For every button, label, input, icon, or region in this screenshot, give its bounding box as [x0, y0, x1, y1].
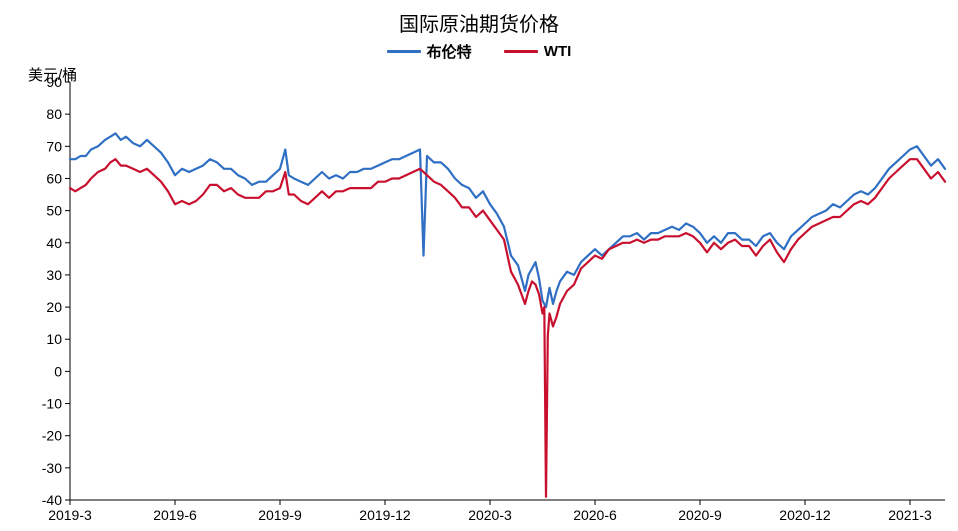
svg-text:2020-6: 2020-6	[573, 507, 617, 523]
legend-label-wti: WTI	[544, 43, 572, 60]
svg-text:2021-3: 2021-3	[888, 507, 932, 523]
svg-text:-10: -10	[42, 396, 62, 412]
svg-text:20: 20	[46, 299, 62, 315]
svg-text:2020-3: 2020-3	[468, 507, 512, 523]
legend-item-wti: WTI	[504, 43, 572, 60]
chart-title: 国际原油期货价格	[0, 8, 958, 37]
y-axis-label: 美元/桶	[28, 64, 77, 85]
svg-text:30: 30	[46, 267, 62, 283]
svg-text:2020-9: 2020-9	[678, 507, 722, 523]
svg-text:0: 0	[54, 363, 62, 379]
svg-text:50: 50	[46, 203, 62, 219]
svg-text:10: 10	[46, 331, 62, 347]
legend-swatch-brent	[387, 50, 421, 53]
svg-text:40: 40	[46, 235, 62, 251]
svg-text:2019-6: 2019-6	[153, 507, 197, 523]
legend: 布伦特 WTI	[0, 40, 958, 62]
svg-text:2019-9: 2019-9	[258, 507, 302, 523]
chart-container: 国际原油期货价格 布伦特 WTI 美元/桶 -40-30-20-10010203…	[0, 0, 958, 531]
svg-text:80: 80	[46, 106, 62, 122]
svg-text:-30: -30	[42, 460, 62, 476]
chart-svg: -40-30-20-1001020304050607080902019-3201…	[0, 0, 958, 531]
legend-item-brent: 布伦特	[387, 41, 472, 62]
svg-text:70: 70	[46, 138, 62, 154]
svg-text:2019-12: 2019-12	[359, 507, 411, 523]
legend-label-brent: 布伦特	[427, 41, 472, 62]
svg-text:-20: -20	[42, 428, 62, 444]
legend-swatch-wti	[504, 50, 538, 53]
svg-text:-40: -40	[42, 492, 62, 508]
svg-text:60: 60	[46, 170, 62, 186]
svg-text:2019-3: 2019-3	[48, 507, 92, 523]
svg-text:2020-12: 2020-12	[779, 507, 831, 523]
